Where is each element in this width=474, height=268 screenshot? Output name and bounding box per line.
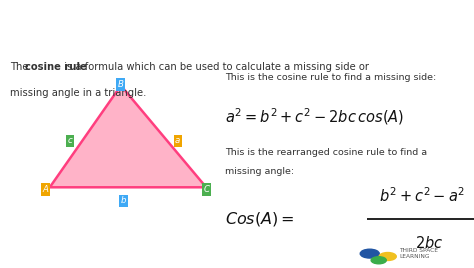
Text: The: The (10, 62, 32, 72)
Text: c: c (68, 136, 73, 145)
Text: missing angle:: missing angle: (225, 168, 294, 176)
Circle shape (360, 249, 379, 258)
Text: a: a (175, 136, 181, 145)
Circle shape (379, 252, 396, 260)
Text: $b^2 + c^2 - a^2$: $b^2 + c^2 - a^2$ (379, 187, 465, 206)
Text: missing angle in a triangle.: missing angle in a triangle. (10, 88, 147, 98)
Text: A: A (42, 185, 48, 194)
Text: $a^2 = b^2 + c^2 - 2bc\,cos(A)$: $a^2 = b^2 + c^2 - 2bc\,cos(A)$ (225, 107, 404, 127)
Text: This is the rearranged cosine rule to find a: This is the rearranged cosine rule to fi… (225, 147, 427, 157)
Text: C: C (203, 185, 209, 194)
Polygon shape (50, 85, 206, 187)
Text: b: b (120, 196, 126, 205)
Text: $2bc$: $2bc$ (415, 234, 443, 251)
Text: This is the cosine rule to find a missing side:: This is the cosine rule to find a missin… (225, 73, 437, 83)
Text: $Cos(A) =$: $Cos(A) =$ (225, 210, 295, 228)
Text: THIRD SPACE: THIRD SPACE (399, 248, 438, 253)
Text: LEARNING: LEARNING (399, 254, 429, 259)
Text: B: B (118, 80, 124, 89)
Circle shape (371, 257, 386, 264)
Text: Cosine Rule: Cosine Rule (10, 13, 148, 34)
Text: cosine rule: cosine rule (25, 62, 86, 72)
Text: is a formula which can be used to calculate a missing side or: is a formula which can be used to calcul… (61, 62, 369, 72)
